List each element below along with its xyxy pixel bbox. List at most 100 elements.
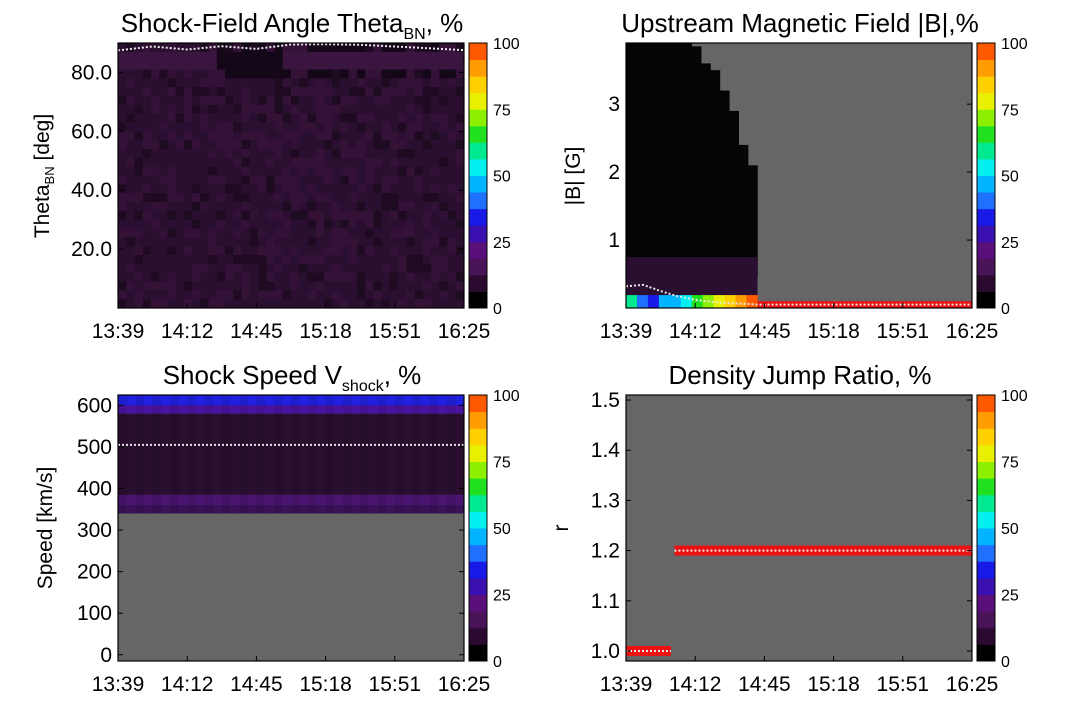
heatmap-cell — [654, 43, 664, 278]
heatmap-cell — [626, 295, 638, 308]
heatmap-cell — [299, 104, 308, 114]
heatmap-cell — [307, 113, 317, 123]
heatmap-cell — [381, 290, 391, 300]
heatmap-cell — [447, 87, 457, 97]
heatmap-cell — [406, 193, 415, 203]
heatmap-cell — [315, 290, 325, 300]
heatmap-cell — [208, 299, 218, 309]
heatmap-cell — [299, 149, 308, 159]
heatmap-cell — [200, 255, 209, 265]
colorbar-band — [469, 411, 487, 429]
heatmap-cell — [282, 210, 292, 220]
heatmap-cell — [208, 69, 218, 79]
heatmap-cell — [241, 228, 251, 238]
heatmap-cell — [118, 405, 464, 414]
heatmap-cell — [183, 228, 193, 238]
heatmap-cell — [167, 104, 176, 114]
heatmap-cell — [356, 263, 366, 273]
heatmap-cell — [323, 131, 333, 141]
heatmap-cell — [332, 237, 341, 247]
colorbar-tick-label: 25 — [1001, 235, 1019, 252]
heatmap-cell — [159, 255, 168, 265]
heatmap-cell — [225, 122, 234, 132]
heatmap-cell — [118, 104, 127, 114]
heatmap-cell — [249, 87, 259, 97]
heatmap-cell — [348, 202, 358, 212]
heatmap-cell — [439, 149, 448, 159]
x-tick-label: 16:25 — [438, 673, 491, 696]
heatmap-cell — [216, 104, 226, 114]
heatmap-cell — [192, 60, 201, 70]
heatmap-cell — [249, 113, 259, 123]
heatmap-cell — [455, 299, 465, 309]
panel-ratio: Density Jump Ratio, % 1.0 1.1 1.2 1.3 1.4 1.5… — [550, 360, 1028, 696]
heatmap-cell — [183, 210, 193, 220]
heatmap-cell — [299, 157, 308, 167]
heatmap-cell — [356, 122, 366, 132]
heatmap-cell — [422, 113, 432, 123]
heatmap-cell — [126, 166, 135, 176]
heatmap-cell — [266, 263, 275, 273]
heatmap-cell — [439, 113, 448, 123]
heatmap-cell — [340, 78, 349, 88]
heatmap-cell — [200, 166, 209, 176]
y-axis-ticks: 0 100 200 300 400 500 600 — [77, 394, 464, 667]
heatmap-cell — [118, 290, 127, 300]
heatmap-cell — [175, 290, 185, 300]
heatmap-cell — [233, 104, 242, 114]
heatmap-cell — [348, 228, 358, 238]
heatmap-cell — [274, 281, 284, 291]
heatmap-cell — [307, 87, 317, 97]
heatmap-cell — [142, 184, 152, 194]
heatmap-cell — [377, 395, 387, 514]
heatmap-cell — [150, 290, 160, 300]
heatmap-cell — [118, 246, 127, 256]
heatmap-cell — [332, 96, 341, 106]
heatmap-cell — [134, 60, 144, 70]
colorbar-tick-label: 75 — [1001, 102, 1019, 119]
heatmap-cell — [414, 184, 424, 194]
heatmap-cell — [167, 219, 176, 229]
heatmap-cell — [183, 78, 193, 88]
heatmap-cell — [175, 202, 185, 212]
heatmap-cell — [159, 202, 168, 212]
heatmap-cell — [167, 96, 176, 106]
heatmap-cell — [142, 60, 152, 70]
colorbar-band — [469, 208, 487, 226]
heatmap-cell — [447, 255, 457, 265]
colorbar-band — [977, 627, 995, 645]
heatmap-cell — [431, 175, 440, 185]
heatmap-cell — [414, 157, 424, 167]
heatmap-cell — [249, 263, 259, 273]
heatmap-cell — [406, 272, 415, 282]
heatmap-cell — [299, 60, 308, 70]
heatmap-cell — [439, 237, 448, 247]
heatmap-cell — [225, 272, 234, 282]
heatmap-cell — [134, 228, 144, 238]
heatmap-cell — [332, 104, 341, 114]
heatmap-cell — [216, 69, 226, 79]
heatmap-cell — [373, 149, 382, 159]
heatmap-cell — [291, 96, 300, 106]
heatmap-cell — [307, 219, 317, 229]
heatmap-cell — [233, 184, 242, 194]
heatmap-cell — [299, 113, 308, 123]
heatmap-cell — [241, 140, 251, 150]
heatmap-cell — [225, 140, 234, 150]
heatmap-cell — [422, 78, 432, 88]
heatmap-cell — [291, 299, 300, 309]
heatmap-cell — [365, 272, 374, 282]
colorbar-band — [469, 59, 487, 77]
heatmap-cell — [208, 122, 218, 132]
heatmap-cell — [323, 51, 333, 61]
y-axis-ticks: 20.0 40.0 60.0 80.0 — [71, 61, 464, 261]
heatmap-cell — [356, 113, 366, 123]
heatmap-cell — [381, 104, 391, 114]
heatmap-cell — [282, 51, 292, 61]
heatmap-cell — [431, 78, 440, 88]
heatmap-cell — [134, 87, 144, 97]
heatmap-cell — [126, 255, 135, 265]
heatmap-cell — [447, 175, 457, 185]
heatmap-cell — [307, 149, 317, 159]
heatmap-cell — [340, 219, 349, 229]
